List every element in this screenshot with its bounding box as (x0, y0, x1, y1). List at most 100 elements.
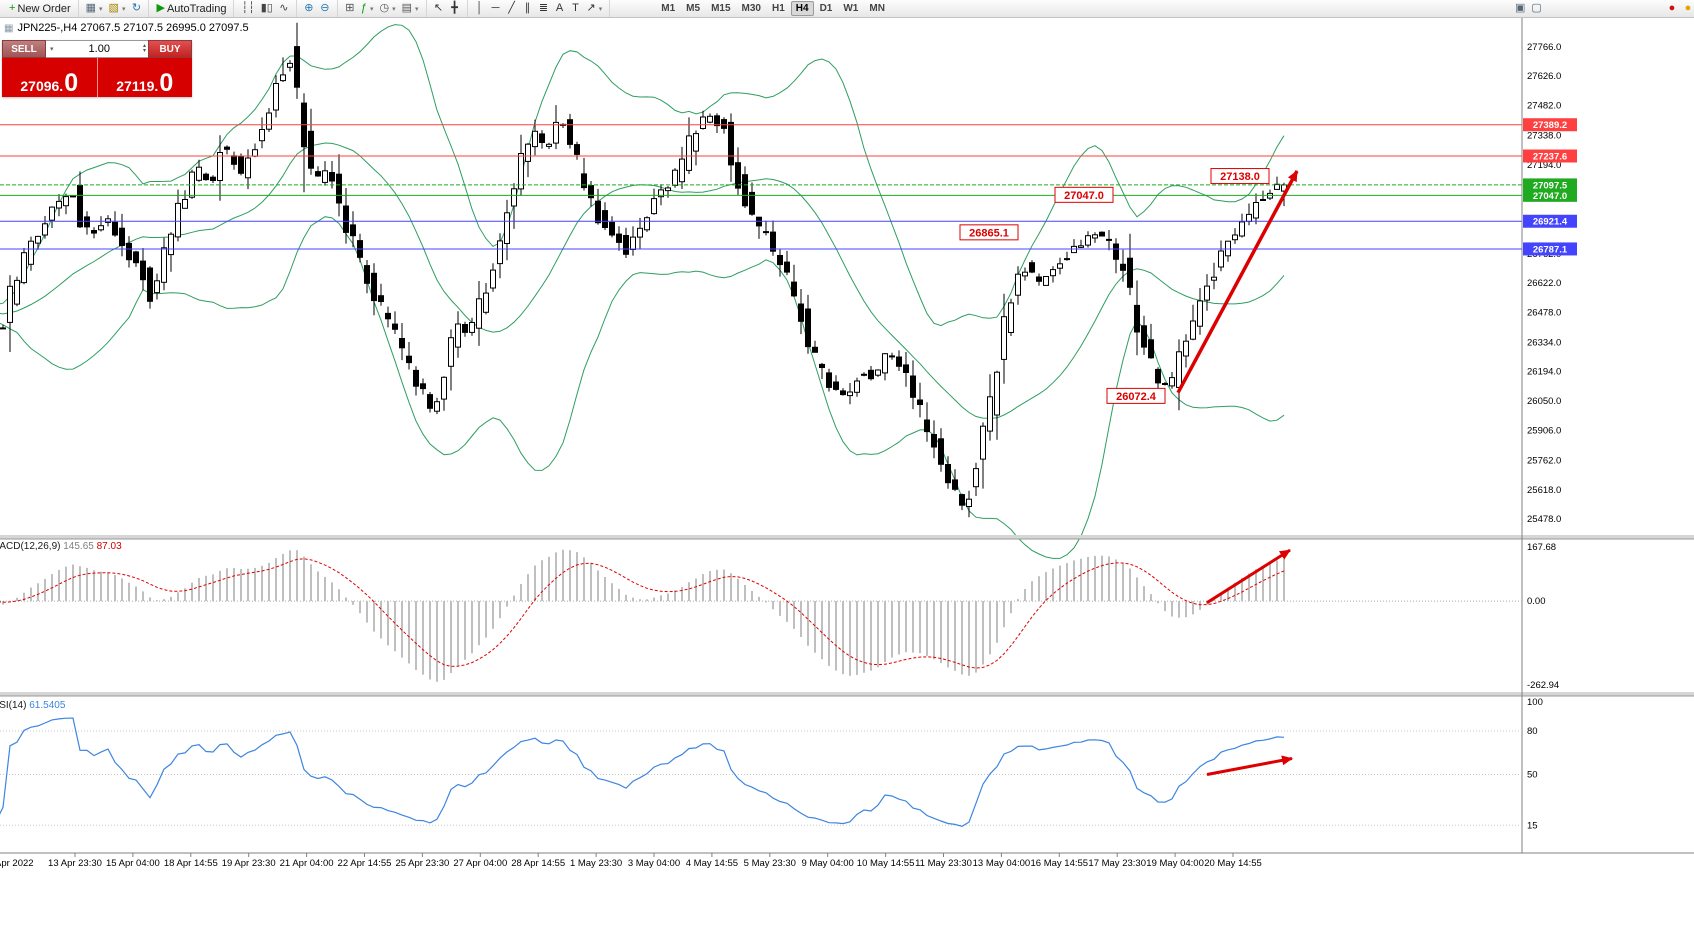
timeframe-m15-button[interactable]: M15 (706, 1, 735, 16)
timeframe-d1-button[interactable]: D1 (815, 1, 838, 16)
periods-button[interactable]: ◷ ▾ (376, 1, 398, 16)
price-annotation[interactable]: 27138.0 (1210, 168, 1270, 185)
bar-chart-button[interactable]: ┆┆ (238, 1, 257, 16)
timeframe-m30-button[interactable]: M30 (737, 1, 766, 16)
text-button[interactable]: A (552, 1, 568, 16)
rsi-axis-label: 80 (1527, 726, 1538, 737)
price-tag-label: 27097.5 (1533, 180, 1568, 191)
zoom-in-icon: ⊕ (304, 2, 314, 14)
autotrading-button-label: AutoTrading (166, 2, 227, 15)
volume-decrease-icon[interactable]: ▾ (142, 48, 146, 54)
fibonacci-icon: ≣ (538, 2, 549, 14)
timeframe-mn-button[interactable]: MN (864, 1, 890, 16)
line-chart-button[interactable]: ∿ (276, 1, 292, 16)
time-label: 15 Apr 04:00 (106, 858, 160, 869)
time-label: 1 May 23:30 (570, 858, 622, 869)
price-annotation[interactable]: 26072.4 (1106, 387, 1166, 404)
status-icon-icon: ● (1684, 2, 1692, 14)
status-icon[interactable]: ● (1680, 1, 1694, 16)
macd-axis-label: 167.68 (1527, 542, 1556, 553)
chart-title: ▦ JPN225-,H4 27067.5 27107.5 26995.0 270… (4, 22, 249, 34)
templates-button[interactable]: ▤ ▾ (399, 1, 422, 16)
annotation-label: 26072.4 (1116, 391, 1157, 403)
text-label-button[interactable]: T (568, 1, 584, 16)
volume-value[interactable]: 1.00 (88, 43, 110, 55)
price-tick-label: 26622.0 (1527, 278, 1561, 289)
zoom-out-icon: ⊖ (320, 2, 330, 14)
panel-divider[interactable] (0, 535, 1694, 539)
price-annotation[interactable]: 26865.1 (959, 224, 1019, 241)
time-label: 9 May 04:00 (802, 858, 854, 869)
zoom-in-button[interactable]: ⊕ (301, 1, 317, 16)
volume-spinner[interactable]: ▴ ▾ (142, 43, 146, 54)
sell-price[interactable]: 27096. 0 (2, 58, 98, 97)
panel-divider[interactable] (0, 692, 1694, 696)
horizontal-line-icon: ─ (491, 2, 500, 14)
price-tick-label: 27766.0 (1527, 42, 1561, 53)
quote-panel-header: SELL ▾ 1.00 ▴ ▾ BUY (2, 40, 192, 58)
indicators-icon: ƒ (360, 2, 367, 14)
price-tag-label: 27389.2 (1533, 120, 1567, 131)
price-tag-27389.2 (1523, 118, 1577, 132)
trend-arrow-rsi[interactable] (1206, 755, 1293, 776)
price-axis[interactable]: 27766.027626.027482.027338.027194.027050… (1527, 42, 1561, 525)
macd-indicator: 167.68 0.00 -262.94 MACD(12,26,9) 145.65 87… (0, 541, 1559, 691)
equidistant-channel-button[interactable]: ∥ (520, 1, 536, 16)
profiles-button[interactable]: ▧ ▾ (106, 1, 129, 16)
chart-shift-button[interactable]: ▣ (1512, 1, 1528, 16)
time-label: Apr 2022 (0, 858, 34, 869)
dropdown-arrow-icon: ▾ (121, 5, 126, 13)
timeframe-m1-button[interactable]: M1 (656, 1, 680, 16)
vertical-line-button[interactable]: │ (472, 1, 488, 16)
time-label: 10 May 14:55 (857, 858, 915, 869)
trend-arrow-price[interactable] (1176, 170, 1299, 394)
refresh-button[interactable]: ↻ (128, 1, 144, 16)
horizontal-line-button[interactable]: ─ (488, 1, 504, 16)
time-label: 4 May 14:55 (686, 858, 738, 869)
cursor-icon: ↖ (433, 2, 444, 14)
arrows-button[interactable]: ↗ ▾ (584, 1, 606, 16)
alert-icon[interactable]: ● (1664, 1, 1680, 16)
candlestick-chart-button[interactable]: ▮▯ (258, 1, 276, 16)
volume-dropdown-icon[interactable]: ▾ (50, 46, 54, 53)
cursor-button[interactable]: ↖ (431, 1, 447, 16)
auto-scroll-button[interactable]: ▢ (1528, 1, 1544, 16)
buy-price[interactable]: 27119. 0 (97, 58, 192, 97)
time-axis[interactable]: Apr 2022 13 Apr 23:30 15 Apr 04:00 18 Apr 1… (0, 853, 1262, 869)
sell-button[interactable]: SELL (2, 40, 46, 58)
crosshair-button[interactable]: ╋ (447, 1, 463, 16)
time-label: 21 Apr 04:00 (280, 858, 334, 869)
indicators-button[interactable]: ƒ ▾ (358, 1, 377, 16)
new-order-button-label: New Order (17, 2, 71, 15)
autotrading-button[interactable]: ▶ AutoTrading (153, 1, 229, 16)
timeframe-h1-button[interactable]: H1 (767, 1, 790, 16)
fibonacci-button[interactable]: ≣ (536, 1, 552, 16)
dropdown-arrow-icon: ▾ (598, 5, 603, 13)
timeframe-w1-button[interactable]: W1 (838, 1, 863, 16)
toolbar-group: │ ─ ╱ ∥ ≣ A T ↗ ▾ (468, 0, 611, 17)
trendline-button[interactable]: ╱ (504, 1, 520, 16)
vertical-line-icon: │ (476, 2, 483, 14)
trend-arrow-macd[interactable] (1206, 548, 1291, 604)
new-chart-button[interactable]: ▦ ▾ (83, 1, 106, 16)
tile-windows-button[interactable]: ⊞ (342, 1, 358, 16)
volume-increase-icon[interactable]: ▴ (142, 43, 146, 49)
volume-field[interactable]: ▾ 1.00 ▴ ▾ (46, 40, 148, 58)
macd-label: MACD(12,26,9) 145.65 87.03 (0, 541, 122, 552)
price-tick-label: 25906.0 (1527, 426, 1561, 437)
text-icon: A (555, 2, 564, 14)
buy-button[interactable]: BUY (148, 40, 192, 58)
price-tick-label: 26478.0 (1527, 308, 1561, 319)
zoom-out-button[interactable]: ⊖ (317, 1, 333, 16)
price-tick-label: 25478.0 (1527, 514, 1561, 525)
time-label: 27 Apr 04:00 (453, 858, 507, 869)
timeframe-m5-button[interactable]: M5 (681, 1, 705, 16)
new-order-button[interactable]: + New Order (6, 1, 74, 16)
price-tag-26921.4 (1523, 214, 1577, 228)
sell-price-main: 27096. (20, 78, 64, 94)
toolbar-group: ▶ AutoTrading (149, 0, 235, 17)
refresh-icon: ↻ (131, 2, 142, 14)
timeframe-h4-button[interactable]: H4 (790, 1, 814, 16)
price-annotation[interactable]: 27047.0 (1054, 186, 1114, 203)
rsi-axis-label: 15 (1527, 820, 1538, 831)
